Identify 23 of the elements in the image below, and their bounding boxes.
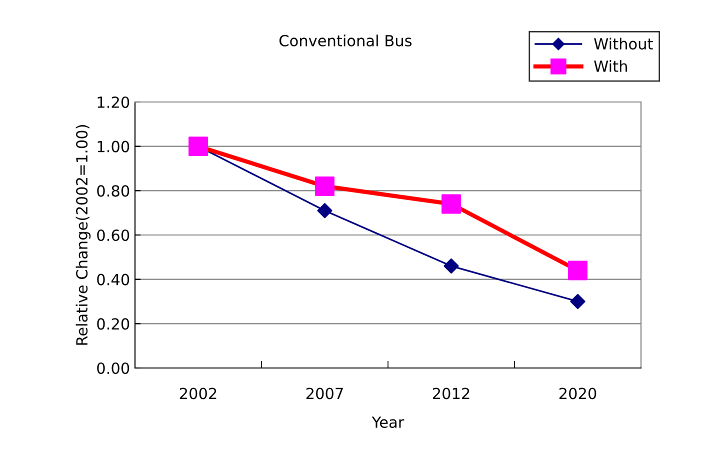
y-tick-label: 0.00 [97, 362, 130, 374]
x-tick-label: 2012 [432, 388, 470, 400]
point [315, 176, 334, 196]
y-tick-label: 1.00 [98, 140, 130, 152]
point [568, 260, 588, 280]
y-tick-label: 1.20 [98, 96, 130, 108]
point [317, 203, 332, 218]
point [570, 294, 586, 310]
y-tick-label: 0.60 [97, 229, 130, 242]
y-axis-title: Relative Change(2002=1.00) [76, 125, 91, 345]
point [442, 194, 461, 214]
x-tick-label: 2020 [559, 388, 596, 400]
x-axis-title: Year [372, 416, 404, 428]
point [444, 258, 459, 274]
legend-label: With [594, 60, 627, 72]
legend-label: Without [594, 38, 653, 50]
x-tick-label: 2002 [180, 388, 216, 400]
point [188, 136, 208, 156]
chart-title: Conventional Bus [279, 34, 412, 46]
y-tick-label: 0.40 [97, 274, 130, 286]
y-tick-label: 0.80 [97, 185, 130, 197]
y-tick-label: 0.20 [97, 318, 130, 330]
x-tick-label: 2007 [306, 388, 343, 400]
